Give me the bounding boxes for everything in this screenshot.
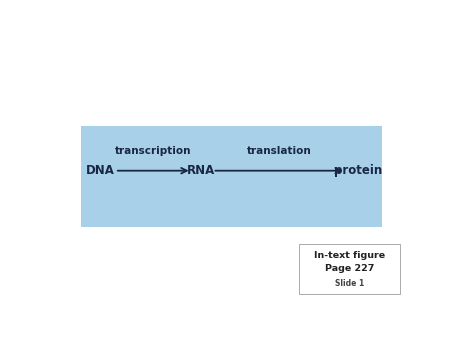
- Text: translation: translation: [247, 146, 311, 156]
- Text: In-text figure: In-text figure: [314, 251, 385, 260]
- Text: transcription: transcription: [115, 146, 191, 156]
- FancyBboxPatch shape: [299, 244, 400, 294]
- Text: RNA: RNA: [187, 164, 215, 177]
- Text: DNA: DNA: [86, 164, 114, 177]
- Text: protein: protein: [334, 164, 382, 177]
- FancyBboxPatch shape: [81, 126, 383, 227]
- Text: Slide 1: Slide 1: [334, 280, 364, 288]
- Text: Page 227: Page 227: [324, 264, 374, 273]
